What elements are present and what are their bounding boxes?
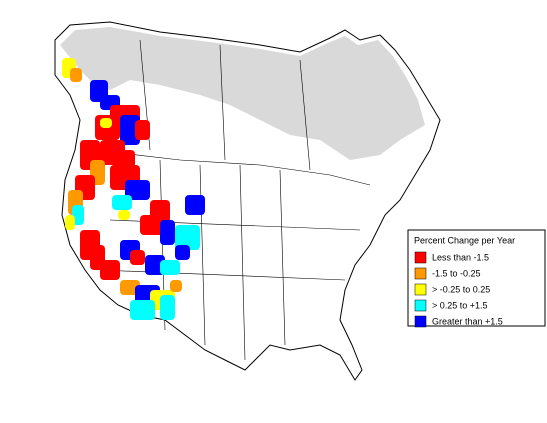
legend-label: Less than -1.5 <box>432 252 489 262</box>
trend-area <box>120 115 140 145</box>
trend-area <box>140 215 165 235</box>
trend-area <box>160 295 175 320</box>
trend-area <box>70 68 82 82</box>
borders <box>94 39 371 361</box>
trend-area <box>175 245 190 260</box>
legend-swatch <box>414 251 427 264</box>
trend-area <box>170 280 182 292</box>
trend-area <box>160 260 180 275</box>
legend-label: > -0.25 to 0.25 <box>432 284 490 294</box>
trend-area <box>175 225 200 250</box>
trend-area <box>118 210 130 220</box>
trend-area <box>100 260 120 280</box>
trend-area <box>160 220 175 245</box>
legend-label: Greater than +1.5 <box>432 316 503 326</box>
trend-area <box>65 215 75 230</box>
trend-area <box>130 250 145 265</box>
legend-label: -1.5 to -0.25 <box>432 268 481 278</box>
legend-swatch <box>414 315 427 328</box>
trend-area <box>185 195 205 215</box>
trend-area <box>125 180 150 200</box>
legend-swatch <box>414 299 427 312</box>
legend-swatch <box>414 267 427 280</box>
legend-swatch <box>414 283 427 296</box>
trend-area <box>100 118 112 128</box>
trend-area <box>130 300 155 320</box>
trend-area <box>112 195 132 210</box>
legend-label: > 0.25 to +1.5 <box>432 300 488 310</box>
no-data-region <box>60 27 425 160</box>
legend-title: Percent Change per Year <box>414 235 515 245</box>
legend-box <box>407 229 546 327</box>
trend-area <box>135 120 150 140</box>
